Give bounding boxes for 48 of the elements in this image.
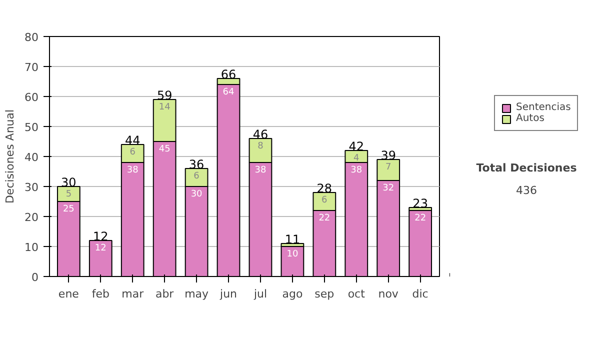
data-label: 7 [385,162,392,172]
x-tick-label: jun [219,288,238,300]
data-label: 14 [158,102,171,112]
data-label: 6 [194,172,200,182]
y-tick-label: 60 [24,91,39,104]
y-axis-title: Decisiones Anual [4,109,17,204]
data-label: 38 [254,166,266,176]
x-tick-label: oct [348,288,366,300]
data-label: 22 [318,214,330,224]
x-tick-label: ago [282,288,303,300]
x-tick-label: may [184,288,210,300]
y-tick-label: 40 [24,151,39,164]
data-label: 45 [158,144,170,154]
y-tick-label: 20 [24,211,39,224]
total-label: 44 [124,134,140,148]
y-tick-label: 80 [24,31,39,44]
data-label: 38 [350,166,362,176]
x-tick-label: dic [412,288,428,300]
data-label: 6 [130,148,136,158]
x-tick-label: jul [252,288,268,300]
legend-label: Sentencias [516,102,571,113]
legend-label: Autos [516,113,544,124]
data-label: 5 [66,190,72,200]
data-label: 4 [354,154,360,164]
x-tick-label: mar [122,288,144,300]
data-label: 30 [190,190,203,200]
x-tick-label: ene [58,288,80,300]
text: Total Decisiones [476,162,578,174]
text: 436 [516,184,537,197]
data-label: 22 [414,214,426,224]
y-tick-label: 70 [24,61,39,74]
data-label: 6 [322,196,328,206]
data-label: 12 [94,244,106,254]
x-tick-label: sep [314,288,334,300]
data-label: 64 [222,88,235,98]
y-tick-label: 0 [32,271,38,284]
x-tick-label: nov [378,288,399,300]
y-tick-label: 50 [24,121,39,134]
data-label: 8 [258,142,264,152]
x-tick-label: feb [92,288,110,300]
x-tick-label: abr [155,288,174,300]
y-tick-label: 10 [24,241,39,254]
data-label: 10 [286,250,298,260]
data-label: 32 [382,184,394,194]
y-tick-label: 30 [24,181,39,194]
data-label: 38 [126,166,139,176]
total-label: 46 [252,128,268,142]
data-label: 25 [62,204,74,214]
